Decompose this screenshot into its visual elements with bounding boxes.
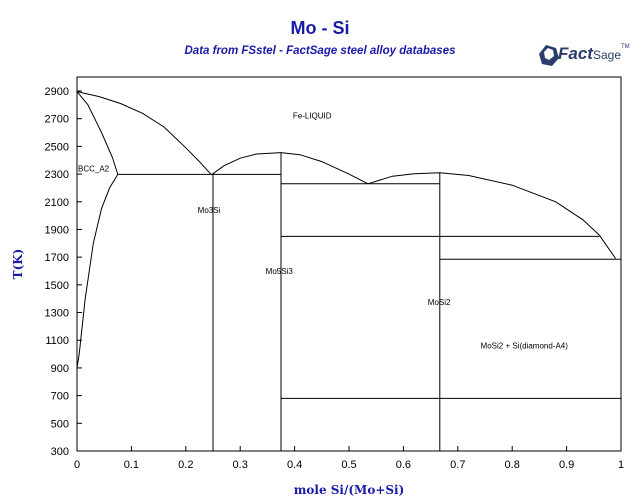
x-tick-label: 0.2 <box>178 459 193 471</box>
y-axis-title: T(K) <box>11 249 25 280</box>
y-tick-label: 1700 <box>45 252 69 264</box>
y-tick-label: 500 <box>51 418 69 430</box>
y-tick-label: 1900 <box>45 224 69 236</box>
factsage-logo-icon <box>539 45 559 66</box>
x-tick-label: 0.7 <box>450 459 465 471</box>
x-axis-title: mole Si/(Mo+Si) <box>294 483 405 497</box>
phase-label: MoSi2 + Si(diamond-A4) <box>481 342 569 351</box>
chart-subtitle: Data from FSstel - FactSage steel alloy … <box>184 45 456 57</box>
logo-fact: Fact <box>558 44 593 63</box>
y-tick-label: 2100 <box>45 197 69 209</box>
phase-boundary-liquidus-mo5si3 <box>211 152 369 185</box>
x-tick-label: 0.4 <box>287 459 302 471</box>
phase-label: Fe-LIQUID <box>293 112 332 121</box>
phase-boundary-solidus-bcc-upper <box>76 91 119 175</box>
y-tick-label: 1100 <box>45 335 69 347</box>
plot-frame <box>76 76 622 452</box>
x-tick-label: 1 <box>618 459 624 471</box>
y-tick-label: 2900 <box>45 86 69 98</box>
chart-title: Mo - Si <box>290 18 350 38</box>
x-tick-label: 0.8 <box>505 459 520 471</box>
phase-boundary-liquidus-left <box>76 91 212 176</box>
factsage-logo-text: FactSageTM <box>558 44 630 64</box>
x-tick-label: 0.9 <box>559 459 574 471</box>
phase-labels: Fe-LIQUID BCC_A2 Mo3Si Mo5Si3 MoSi2 MoSi2 + S… <box>78 112 568 351</box>
y-tick-label: 2500 <box>45 141 69 153</box>
logo-sage: Sage <box>592 48 621 62</box>
y-tick-label: 300 <box>51 446 69 458</box>
phase-label: Mo5Si3 <box>266 267 294 276</box>
factsage-logo: FactSageTM <box>536 40 636 70</box>
y-tick-label: 900 <box>51 363 69 375</box>
logo-tm: TM <box>621 44 630 50</box>
y-axis: 300 500 700 900 1100 1300 1500 1700 1900 2100 2300… <box>45 86 82 458</box>
x-tick-label: 0.3 <box>233 459 248 471</box>
phase-boundaries <box>76 91 621 451</box>
phase-label: MoSi2 <box>428 298 451 307</box>
x-tick-label: 0.5 <box>341 459 356 471</box>
phase-boundary-liquidus-mosi2 <box>367 172 617 259</box>
x-tick-label: 0.6 <box>396 459 411 471</box>
phase-label: Mo3Si <box>198 206 221 215</box>
x-tick-label: 0 <box>74 459 80 471</box>
phase-boundary-solvus-bcc <box>76 174 119 368</box>
y-tick-label: 1500 <box>45 280 69 292</box>
y-tick-label: 700 <box>51 391 69 403</box>
x-axis: 0 0.1 0.2 0.3 0.4 0.5 0.6 0.7 0.8 0.9 1 <box>74 446 624 471</box>
y-tick-label: 1300 <box>45 308 69 320</box>
y-tick-label: 2300 <box>45 169 69 181</box>
y-tick-label: 2700 <box>45 114 69 126</box>
x-tick-label: 0.1 <box>124 459 139 471</box>
phase-label: BCC_A2 <box>78 164 110 173</box>
